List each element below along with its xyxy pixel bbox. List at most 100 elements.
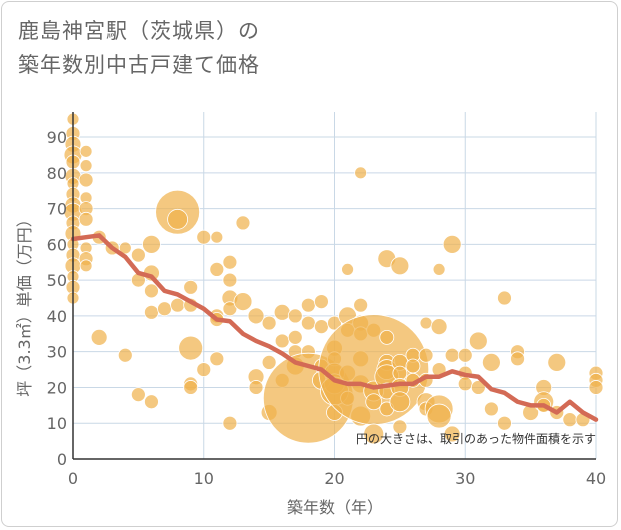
bubble-point (430, 318, 448, 336)
bubble-point (300, 315, 316, 331)
bubble-point (117, 347, 133, 363)
bubble-point (222, 415, 238, 431)
bubble-point (90, 328, 108, 346)
bubble-point (144, 304, 159, 320)
bubble-point (444, 347, 460, 363)
bubble-point (274, 333, 290, 349)
y-tick-label: 50 (47, 271, 67, 290)
bubble-point (418, 347, 434, 363)
bubble-point (392, 365, 408, 381)
title-line-2: 築年数別中古戸建て価格 (18, 53, 260, 77)
bubble-point (588, 380, 604, 395)
bubble-point (392, 419, 408, 435)
bubble-point (196, 362, 212, 377)
bubble-point (209, 351, 225, 367)
bubble-point (247, 307, 265, 325)
bubble-point (79, 159, 93, 173)
bubble-point (144, 283, 159, 299)
bubble-point (363, 423, 385, 445)
bubble-point (248, 380, 264, 395)
bubble-point (426, 403, 452, 429)
bubble-point (354, 166, 368, 180)
y-tick-label: 10 (47, 414, 67, 433)
bubble-point (481, 353, 501, 372)
bubble-point (510, 351, 525, 367)
x-tick-label: 30 (455, 469, 475, 488)
x-axis-label: 築年数（年） (287, 498, 383, 517)
bubble-point (167, 208, 189, 230)
bubble-point (443, 425, 461, 443)
bubble-point (457, 347, 473, 363)
x-tick-label: 10 (194, 469, 214, 488)
bubble-point (341, 263, 354, 276)
x-tick-label: 0 (68, 469, 78, 488)
bubble-point (78, 211, 94, 227)
x-tick-label: 40 (586, 469, 606, 488)
y-tick-label: 60 (47, 235, 67, 254)
y-tick-label: 80 (47, 164, 67, 183)
bubble-point (287, 308, 303, 324)
bubble-point (130, 247, 146, 263)
y-tick-label: 90 (47, 128, 67, 147)
y-tick-label: 0 (57, 450, 67, 469)
bubble-point (497, 415, 512, 431)
trend-line-group (70, 233, 599, 422)
axes (72, 112, 596, 460)
bubble-point (365, 393, 383, 411)
y-tick-label: 30 (47, 343, 67, 362)
bubble-point (273, 303, 291, 321)
bubble-point (178, 335, 204, 361)
bubble-point (353, 297, 369, 313)
bubble-point (233, 292, 253, 311)
bubble-point (118, 241, 132, 255)
bubble-point (157, 301, 172, 317)
bubble-point (79, 259, 93, 273)
bubble-point (497, 290, 512, 306)
bubble-point (562, 412, 578, 428)
bubble-point (142, 234, 161, 254)
bubble-point (389, 391, 411, 413)
trend-line (70, 233, 599, 422)
bubble-point (183, 380, 199, 395)
bubble-point (390, 256, 410, 276)
bubble-point (261, 355, 277, 370)
bubble-point (261, 315, 277, 331)
size-note: 円の大きさは、取引のあった物件面積を示す (356, 431, 596, 446)
bubble-point (144, 394, 159, 410)
x-tick-label: 20 (324, 469, 344, 488)
bubble-point (170, 297, 186, 313)
bubble-point (300, 297, 316, 313)
bubble-point (130, 387, 146, 403)
y-tick-label: 40 (47, 307, 67, 326)
bubble-point (470, 380, 486, 395)
bubble-point (222, 272, 238, 288)
bubble-point (379, 329, 395, 345)
y-axis-label: 坪（3.3㎡）単価（万円） (15, 211, 34, 396)
bubble-point (547, 353, 567, 372)
tick-labels: 0 10 20 30 40 50 60 70 80 90 0 10 20 30 40 (47, 128, 607, 488)
bubble-point (209, 262, 225, 277)
bubble-point (222, 254, 238, 270)
y-tick-label: 20 (47, 378, 67, 397)
bubble-point (79, 144, 93, 158)
bubble-point (483, 401, 499, 417)
bubble-point (468, 331, 488, 351)
bubble-point (210, 230, 224, 244)
title-line-1: 鹿島神宮駅（茨城県）の (18, 19, 260, 43)
bubble-point (183, 279, 199, 295)
bubble-point (314, 294, 329, 309)
bubble-point (419, 316, 433, 330)
bubble-series (63, 112, 604, 445)
bubble-point (457, 376, 473, 392)
bubble-point (314, 319, 329, 335)
y-tick-label: 70 (47, 200, 67, 219)
bubble-point (287, 329, 303, 345)
bubble-point (78, 172, 94, 188)
chart-title: 鹿島神宮駅（茨城県）の 築年数別中古戸建て価格 (18, 14, 260, 82)
bubble-point (196, 229, 212, 245)
bubble-point (432, 263, 446, 276)
bubble-point (442, 234, 462, 254)
bubble-point (405, 358, 421, 374)
bubble-point (235, 215, 251, 231)
